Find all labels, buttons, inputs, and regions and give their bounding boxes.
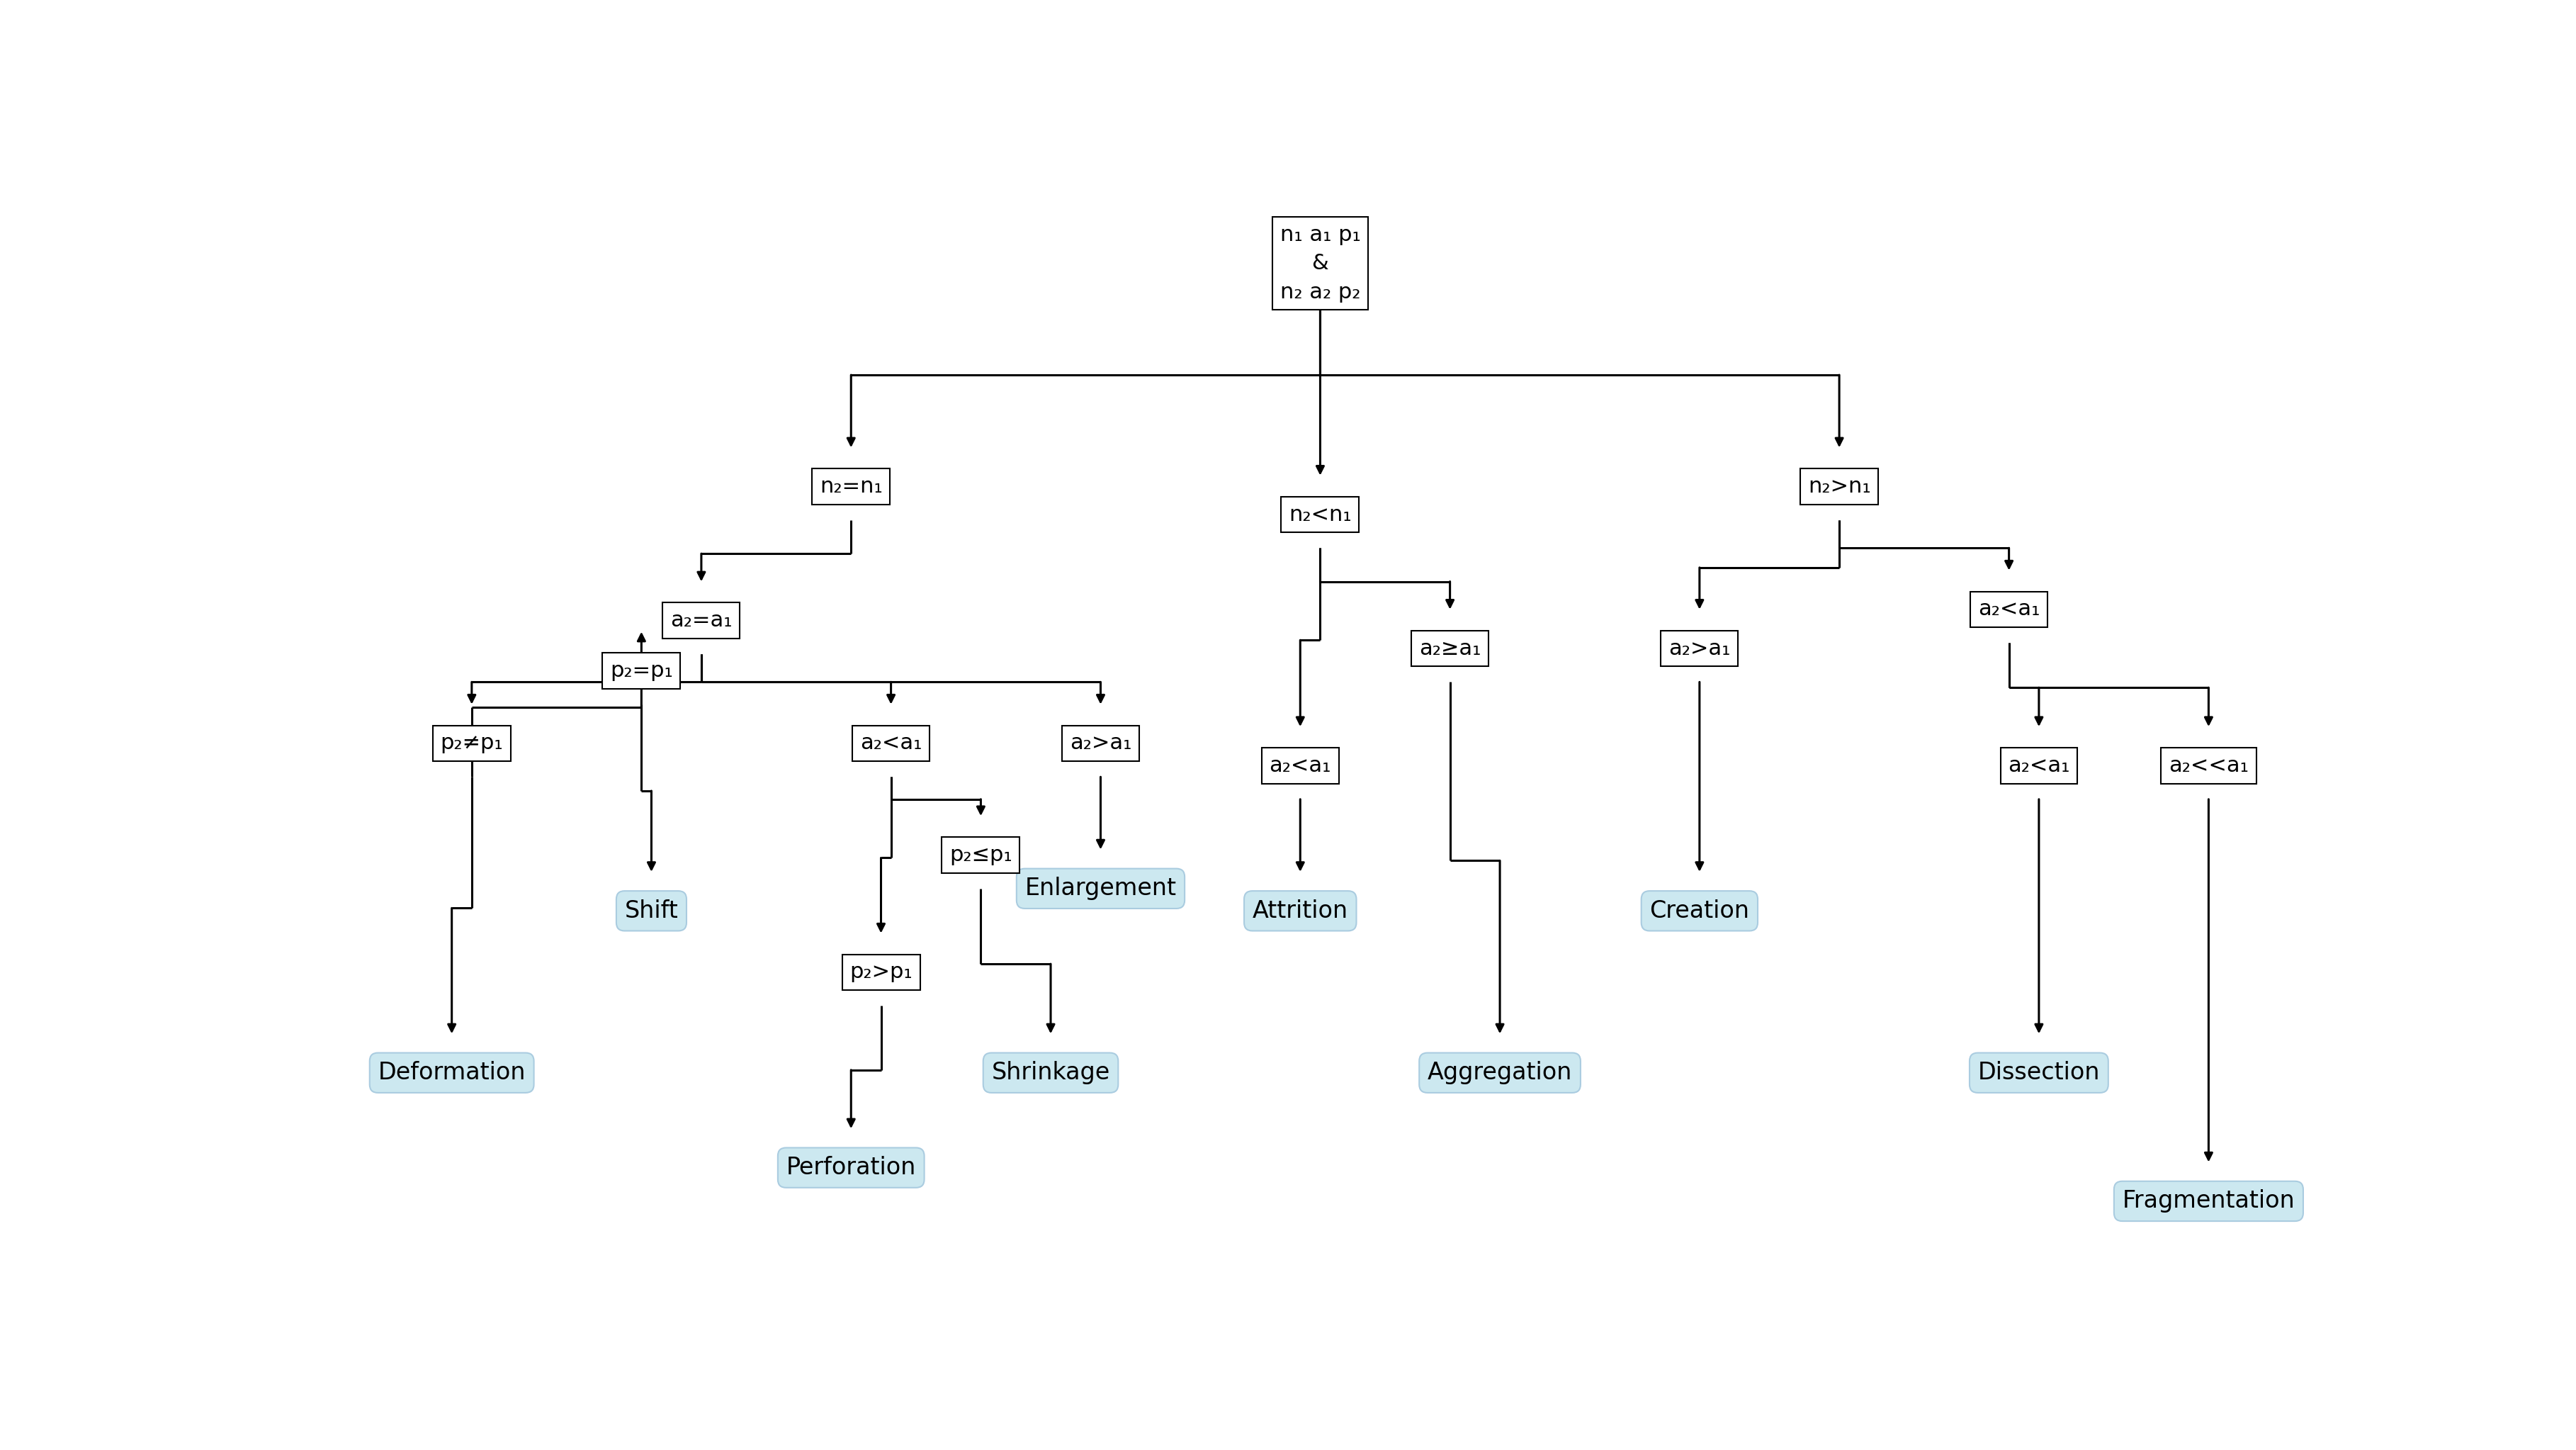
Text: Deformation: Deformation (379, 1061, 526, 1085)
Text: a₂=a₁: a₂=a₁ (670, 610, 732, 631)
Text: n₁ a₁ p₁
&
n₂ a₂ p₂: n₁ a₁ p₁ & n₂ a₂ p₂ (1280, 225, 1360, 302)
Text: a₂>a₁: a₂>a₁ (1669, 638, 1731, 658)
Text: a₂≥a₁: a₂≥a₁ (1419, 638, 1481, 658)
Text: Dissection: Dissection (1978, 1061, 2099, 1085)
Text: a₂>a₁: a₂>a₁ (1069, 734, 1131, 754)
Text: Creation: Creation (1649, 899, 1749, 922)
Text: n₂<n₁: n₂<n₁ (1288, 505, 1352, 525)
Text: a₂<a₁: a₂<a₁ (1270, 755, 1332, 776)
Text: Shrinkage: Shrinkage (992, 1061, 1110, 1085)
Text: Perforation: Perforation (786, 1156, 917, 1179)
Text: a₂<<a₁: a₂<<a₁ (2169, 755, 2249, 776)
Text: Enlargement: Enlargement (1025, 877, 1177, 900)
Text: p₂≠p₁: p₂≠p₁ (440, 734, 502, 754)
Text: p₂≤p₁: p₂≤p₁ (951, 845, 1012, 866)
Text: Shift: Shift (623, 899, 677, 922)
Text: Attrition: Attrition (1252, 899, 1347, 922)
Text: n₂>n₁: n₂>n₁ (1808, 477, 1870, 497)
Text: n₂=n₁: n₂=n₁ (819, 477, 884, 497)
Text: p₂=p₁: p₂=p₁ (611, 661, 672, 682)
Text: a₂<a₁: a₂<a₁ (1978, 599, 2040, 619)
Text: a₂<a₁: a₂<a₁ (860, 734, 922, 754)
Text: Aggregation: Aggregation (1427, 1061, 1571, 1085)
Text: Fragmentation: Fragmentation (2123, 1189, 2295, 1212)
Text: p₂>p₁: p₂>p₁ (850, 961, 912, 983)
Text: a₂<a₁: a₂<a₁ (2007, 755, 2071, 776)
